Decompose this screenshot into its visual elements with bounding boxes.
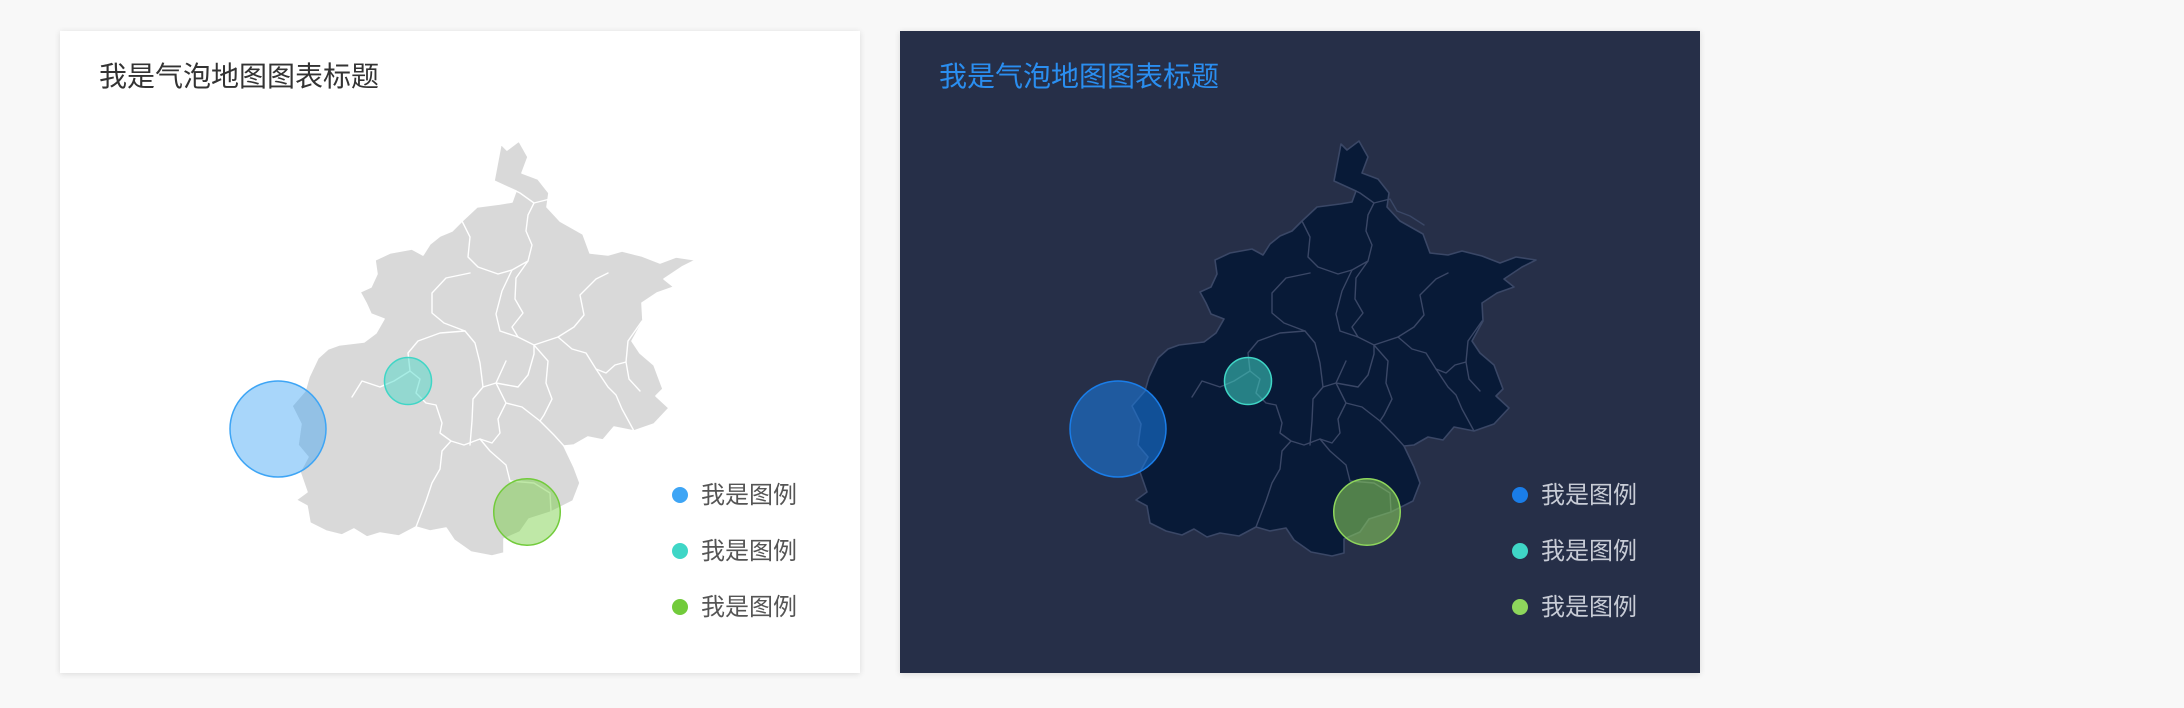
map-region-outline (1131, 140, 1537, 557)
district-border (625, 320, 643, 363)
district-border (1397, 272, 1449, 338)
bubble-marker[interactable] (229, 380, 327, 478)
district-border (1309, 386, 1324, 446)
legend-item[interactable]: 我是图例 (672, 523, 797, 579)
district-border (533, 344, 553, 422)
legend-marker (672, 599, 688, 615)
chart-title: 我是气泡地图图表标题 (939, 60, 1220, 93)
district-border (1373, 344, 1393, 422)
district-border (1435, 368, 1475, 432)
bubble-map-svg (229, 140, 697, 557)
district-border (415, 440, 452, 528)
district-border (1247, 330, 1347, 446)
bubble-marker[interactable] (1069, 380, 1167, 478)
bubble-marker[interactable] (383, 356, 433, 406)
legend-label: 我是图例 (1541, 537, 1637, 565)
legend-item[interactable]: 我是图例 (1512, 523, 1637, 579)
legend-item[interactable]: 我是图例 (672, 467, 797, 523)
district-border (1255, 440, 1292, 528)
legend: 我是图例 我是图例 我是图例 (672, 467, 797, 635)
legend-label: 我是图例 (701, 537, 797, 565)
legend: 我是图例 我是图例 我是图例 (1512, 467, 1637, 635)
bubble-marker[interactable] (492, 477, 562, 547)
legend-marker (1512, 543, 1528, 559)
district-border (351, 370, 411, 398)
bubbles (229, 356, 562, 547)
district-border (495, 344, 535, 388)
district-border (557, 272, 609, 338)
legend-item[interactable]: 我是图例 (672, 579, 797, 635)
bubble-marker[interactable] (1223, 356, 1273, 406)
bubble-map-svg (1069, 140, 1537, 557)
legend-item[interactable]: 我是图例 (1512, 467, 1637, 523)
beijing-map (291, 140, 697, 557)
legend-label: 我是图例 (701, 481, 797, 509)
district-border (1373, 198, 1425, 226)
legend-label: 我是图例 (1541, 481, 1637, 509)
beijing-map (1131, 140, 1537, 557)
legend-marker (672, 487, 688, 503)
district-border (1465, 320, 1483, 363)
district-border (479, 438, 552, 513)
district-border (1351, 260, 1369, 338)
district-border (495, 269, 641, 392)
legend-marker (672, 543, 688, 559)
legend-marker (1512, 599, 1528, 615)
district-border (1335, 269, 1481, 392)
bubble-map-card-dark: 我是气泡地图图表标题 我是图例 我是图例 我是图例 (900, 31, 1700, 673)
district-border (1335, 344, 1375, 388)
district-border (511, 260, 529, 338)
legend-marker (1512, 487, 1528, 503)
district-border (533, 198, 585, 226)
legend-item[interactable]: 我是图例 (1512, 579, 1637, 635)
map-region-outline (291, 140, 697, 557)
bubble-map-card-light: 我是气泡地图图表标题 我是图例 我是图例 我是图例 (60, 31, 860, 673)
district-border (469, 386, 484, 446)
district-border (595, 368, 635, 432)
district-border (407, 330, 507, 446)
legend-label: 我是图例 (1541, 593, 1637, 621)
bubble-marker[interactable] (1332, 477, 1402, 547)
chart-title: 我是气泡地图图表标题 (99, 60, 380, 93)
legend-label: 我是图例 (701, 593, 797, 621)
bubbles (1069, 356, 1402, 547)
